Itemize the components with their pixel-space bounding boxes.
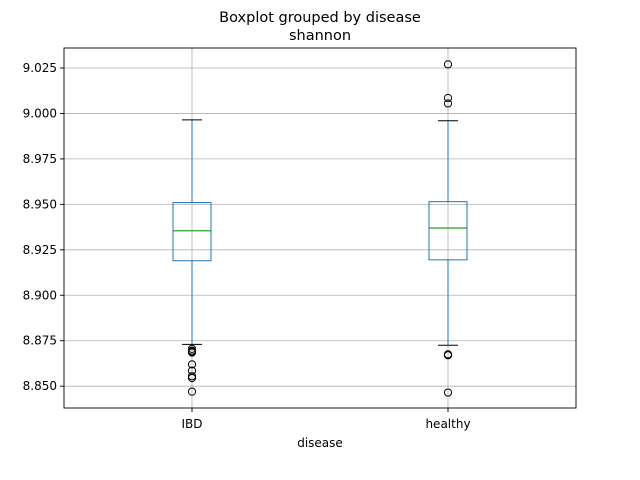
box-layer [172, 60, 468, 397]
iqr-box [172, 202, 212, 262]
x-tick-label-healthy: healthy [425, 417, 470, 431]
chart-title-line2: shannon [289, 28, 351, 44]
outlier-point [443, 351, 453, 360]
axis-layer: 8.850 8.875 8.900 8.925 8.950 8.975 9.000 9.025… [23, 61, 471, 431]
outlier-point [443, 60, 453, 69]
y-tick-label: 8.900 [23, 288, 57, 302]
outlier-point [187, 373, 197, 383]
outlier-point [443, 93, 453, 103]
outlier-point [187, 348, 197, 357]
grid-layer [64, 48, 576, 408]
iqr-box [428, 201, 468, 261]
outlier-point [443, 388, 453, 397]
box-ibd [172, 119, 212, 396]
outlier-point [187, 387, 197, 396]
x-tick-label-ibd: IBD [181, 417, 202, 431]
y-tick-label: 8.875 [23, 334, 57, 348]
plot-frame [63, 47, 577, 409]
box-healthy [428, 60, 468, 397]
y-tick-label: 8.975 [23, 152, 57, 166]
y-tick-label: 8.850 [23, 379, 57, 393]
y-tick-label: 9.000 [23, 106, 57, 120]
y-tick-label: 9.025 [23, 61, 57, 75]
y-tick-label: 8.950 [23, 197, 57, 211]
y-tick-label: 8.925 [23, 243, 57, 257]
x-axis-label: disease [297, 436, 343, 450]
chart-title-line1: Boxplot grouped by disease [219, 10, 421, 26]
outlier-point [443, 99, 453, 108]
outlier-point [187, 360, 197, 369]
